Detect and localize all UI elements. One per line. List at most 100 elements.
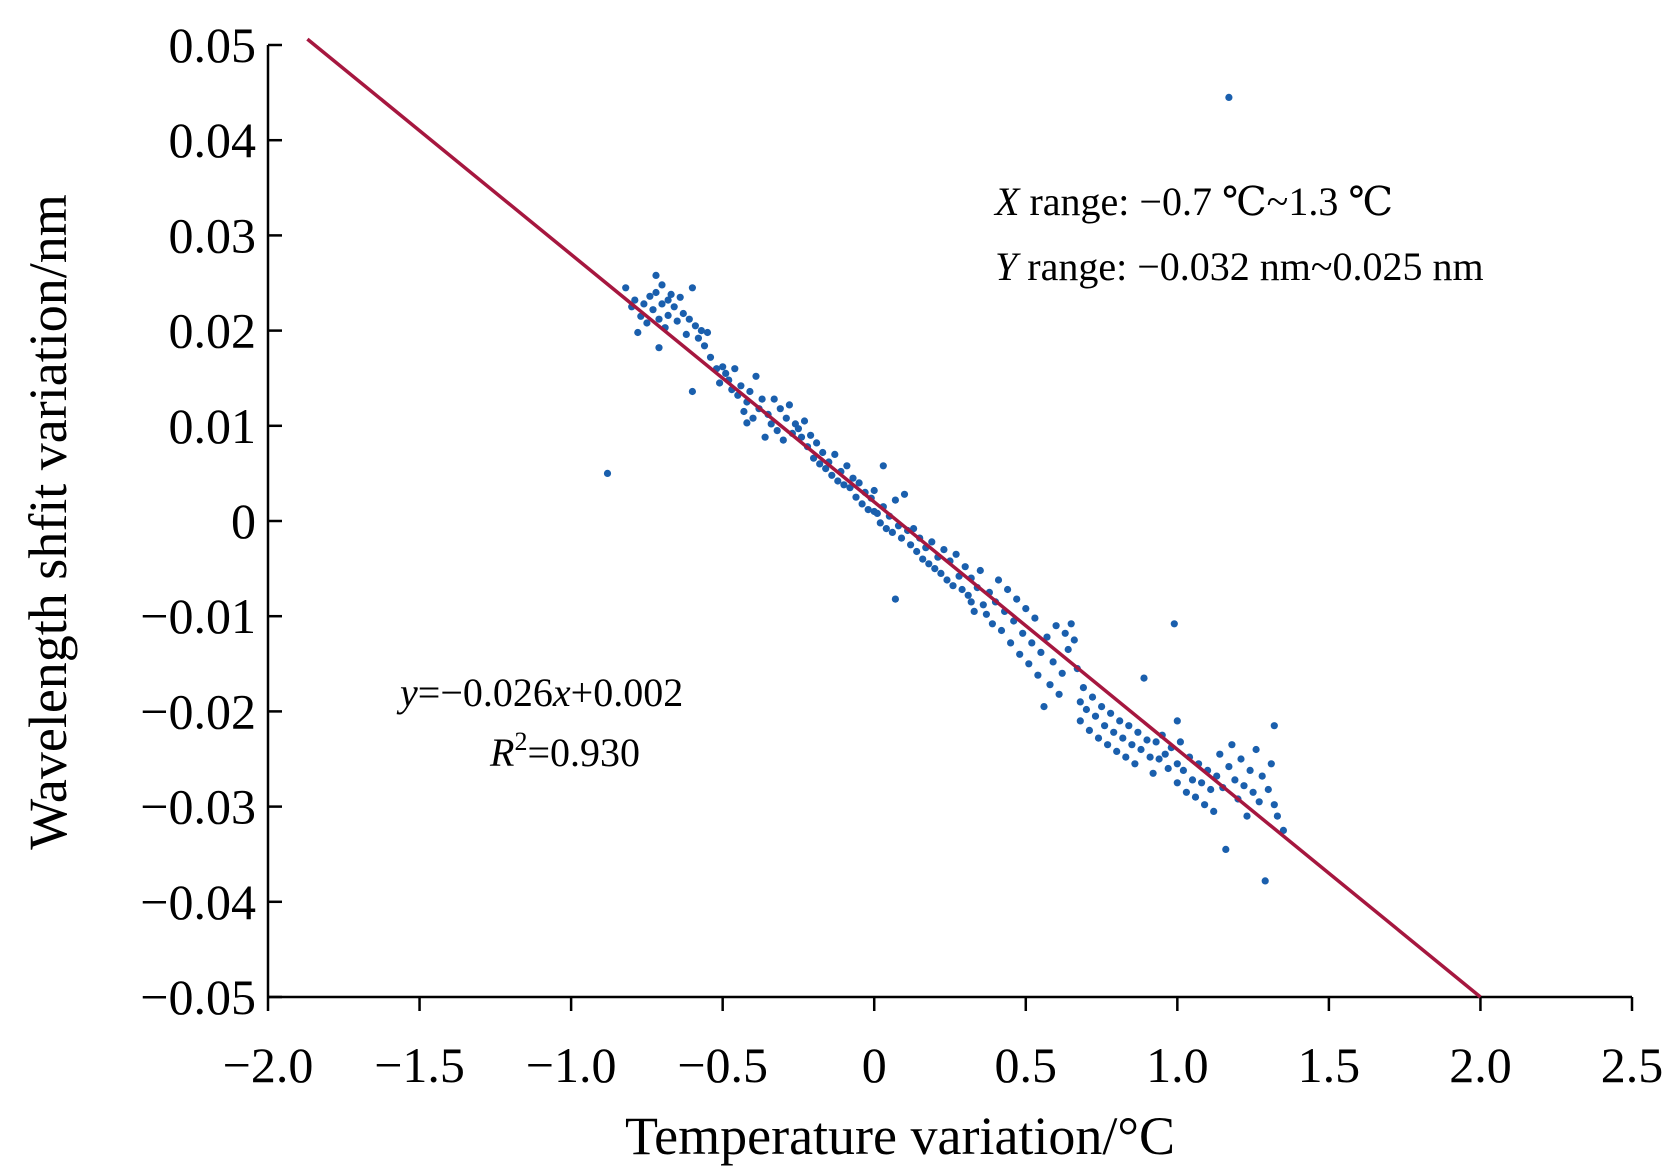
data-point (1155, 755, 1163, 763)
data-point (976, 566, 984, 575)
x-tick-label: 0 (862, 1037, 887, 1093)
data-point (870, 486, 878, 495)
equation-x-var: x (552, 670, 571, 715)
y-ticks: 0.05 0.04 0.03 0.02 0.01 0 −0.01 −0.02 −0.03 −0.0… (140, 17, 282, 1025)
data-point (1134, 728, 1142, 736)
data-point (822, 465, 830, 473)
y-tick-label: 0.03 (169, 207, 257, 263)
data-point (1246, 766, 1254, 775)
data-point (1094, 734, 1103, 742)
data-point (640, 300, 648, 308)
data-point (1104, 741, 1112, 749)
data-point (667, 290, 675, 298)
y-tick-label: 0.02 (169, 303, 257, 359)
data-point (979, 601, 987, 609)
y-tick-label: −0.04 (140, 874, 256, 930)
data-point (1240, 782, 1248, 790)
data-point (858, 500, 866, 508)
y-tick-label: 0.01 (169, 398, 257, 454)
r-squared-value: =0.930 (527, 730, 640, 775)
x-tick-label: 1.5 (1298, 1037, 1361, 1093)
data-point (1161, 750, 1169, 758)
equation-y-var: y (396, 670, 418, 715)
x-tick-label: −1.0 (526, 1037, 617, 1093)
x-ticks: −2.0 −1.5 −1.0 −0.5 0 0.5 1.0 1.5 2.0 2.5 (223, 997, 1663, 1093)
x-range-annotation: X range: −0.7 ℃~1.3 ℃ (993, 179, 1393, 224)
data-point (807, 431, 815, 439)
data-point (928, 538, 936, 546)
data-point (676, 293, 684, 301)
x-tick-label: 1.0 (1146, 1037, 1209, 1093)
equation-coef: =−0.026 (418, 670, 553, 715)
data-point (685, 315, 693, 323)
data-point (1173, 779, 1181, 787)
data-point (1152, 738, 1160, 746)
data-point (794, 425, 803, 433)
data-point (1046, 681, 1054, 689)
data-point (940, 546, 948, 554)
data-point (849, 474, 857, 482)
data-point (1067, 620, 1075, 628)
data-point (1140, 674, 1148, 682)
data-point (782, 414, 790, 422)
data-point (1255, 798, 1263, 806)
data-point (931, 565, 939, 573)
data-point (1188, 776, 1197, 784)
data-point (749, 414, 757, 422)
data-point (879, 462, 887, 470)
data-point (740, 407, 748, 416)
data-point (655, 344, 663, 352)
data-point (891, 595, 900, 603)
data-point (897, 534, 906, 542)
y-tick-label: −0.02 (140, 683, 256, 739)
r-squared-var: R (489, 730, 514, 775)
data-point (1216, 750, 1224, 758)
data-point (1137, 745, 1145, 754)
data-point (925, 560, 933, 568)
data-point (843, 462, 851, 470)
y-tick-label: −0.03 (140, 779, 256, 835)
data-point (1173, 760, 1181, 768)
data-point (1031, 614, 1039, 622)
data-point (967, 598, 975, 606)
data-point (1019, 629, 1027, 637)
data-point (913, 547, 921, 556)
data-point (752, 372, 760, 380)
data-point (1231, 776, 1239, 784)
data-point (1091, 712, 1100, 720)
data-point (1101, 722, 1109, 730)
x-tick-label: 0.5 (995, 1037, 1058, 1093)
data-point (1225, 763, 1233, 771)
data-point (1228, 741, 1236, 749)
data-point (1022, 605, 1030, 613)
data-point (1007, 639, 1015, 647)
data-point (658, 281, 666, 289)
data-point (1279, 826, 1287, 835)
y-range-text: range: −0.032 nm~0.025 nm (1017, 244, 1483, 289)
data-point (670, 303, 678, 311)
data-point (961, 563, 969, 571)
data-point (737, 382, 745, 390)
data-point (700, 342, 709, 350)
data-point (622, 284, 630, 292)
data-point (1088, 693, 1097, 701)
data-point (767, 420, 775, 428)
data-point (1079, 684, 1087, 692)
y-tick-label: 0.05 (169, 17, 257, 73)
data-point (1076, 717, 1084, 725)
data-point (1179, 766, 1187, 775)
data-point (1058, 669, 1066, 677)
r-squared: R2=0.930 (489, 727, 640, 775)
data-point (1034, 671, 1042, 679)
data-point (852, 493, 860, 501)
data-point (785, 401, 794, 409)
data-point (1028, 639, 1036, 647)
data-point (1258, 772, 1266, 780)
equation-intercept: +0.002 (571, 670, 684, 715)
data-point (1267, 760, 1275, 768)
data-point (834, 477, 842, 485)
data-point (652, 271, 660, 279)
y-tick-label: 0.04 (169, 112, 257, 168)
data-point (697, 327, 706, 335)
data-point (1264, 785, 1272, 794)
